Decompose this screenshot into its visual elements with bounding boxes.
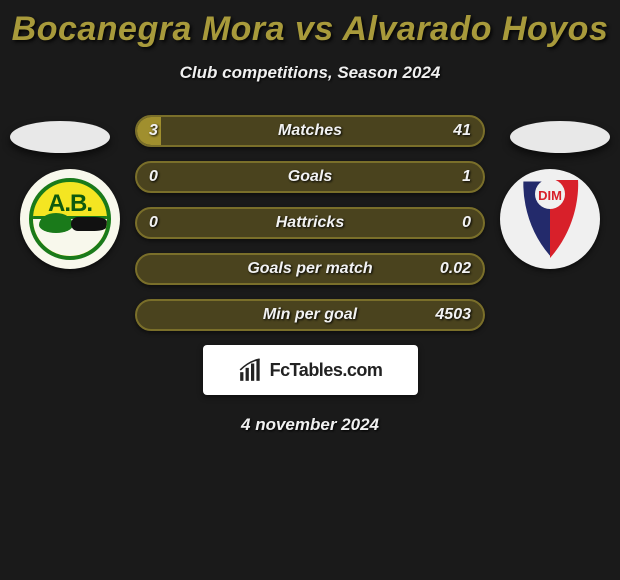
stats-list: 3Matches410Goals10Hattricks0Goals per ma… <box>135 115 485 331</box>
stat-label: Min per goal <box>199 306 421 324</box>
badge-ab: A.B. <box>20 169 120 269</box>
badge-dim: DIM <box>500 169 600 269</box>
dim-shield-icon: DIM <box>514 178 586 260</box>
club-badge-left: A.B. <box>20 169 120 269</box>
stat-label: Hattricks <box>199 214 421 232</box>
date-label: 4 november 2024 <box>0 415 620 435</box>
page-title: Bocanegra Mora vs Alvarado Hoyos <box>0 0 620 49</box>
stat-label: Goals per match <box>199 260 421 278</box>
stat-row: 0Goals1 <box>135 161 485 193</box>
stat-row: Goals per match0.02 <box>135 253 485 285</box>
badge-dim-text: DIM <box>538 188 562 203</box>
comparison-area: A.B. DIM 3Matches410Goals10Hattricks0Goa… <box>0 115 620 435</box>
badge-ab-text: A.B. <box>33 190 107 218</box>
stat-row: Min per goal4503 <box>135 299 485 331</box>
stat-right-value: 41 <box>421 122 471 140</box>
stat-row: 0Hattricks0 <box>135 207 485 239</box>
subtitle: Club competitions, Season 2024 <box>0 63 620 83</box>
stat-left-value: 0 <box>149 168 199 186</box>
stat-left-value: 3 <box>149 122 199 140</box>
stat-right-value: 1 <box>421 168 471 186</box>
stat-row: 3Matches41 <box>135 115 485 147</box>
stat-right-value: 0 <box>421 214 471 232</box>
watermark: FcTables.com <box>203 345 418 395</box>
stat-left-value: 0 <box>149 214 199 232</box>
player-right-oval <box>510 121 610 153</box>
chart-bar-icon <box>238 357 264 383</box>
watermark-text: FcTables.com <box>270 360 383 381</box>
stat-right-value: 0.02 <box>421 260 471 278</box>
stat-label: Goals <box>199 168 421 186</box>
stat-label: Matches <box>199 122 421 140</box>
stat-right-value: 4503 <box>421 306 471 324</box>
badge-ab-graphic <box>33 216 107 256</box>
club-badge-right: DIM <box>500 169 600 269</box>
player-left-oval <box>10 121 110 153</box>
